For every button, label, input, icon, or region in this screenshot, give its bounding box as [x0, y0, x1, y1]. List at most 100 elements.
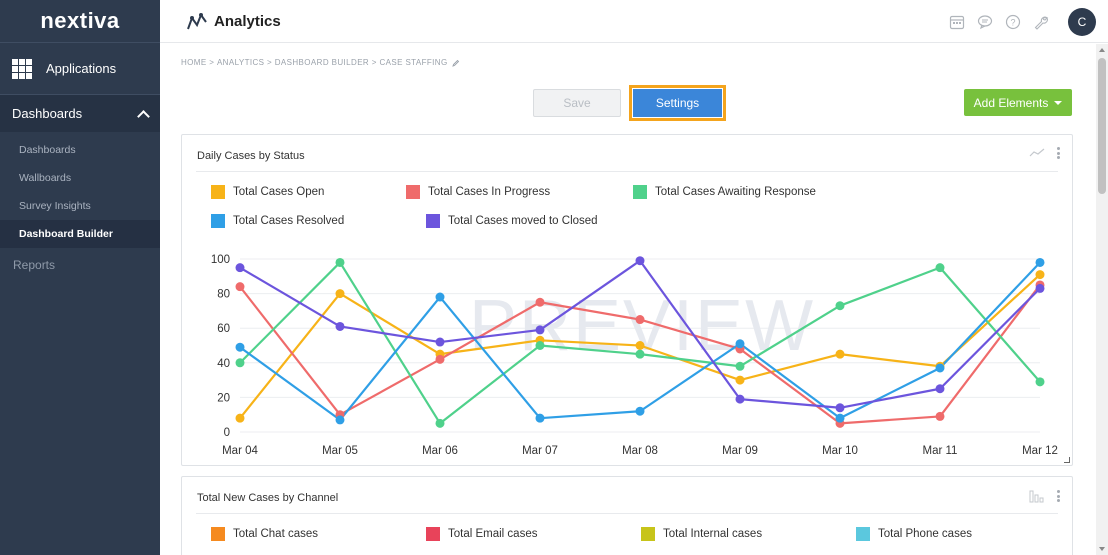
legend-item[interactable]: Total Internal cases	[641, 527, 762, 541]
bar-chart-type-icon[interactable]	[1029, 489, 1045, 503]
legend-item[interactable]: Total Cases Open	[211, 185, 324, 199]
wrench-icon[interactable]	[1032, 13, 1050, 31]
card-actions	[1029, 147, 1060, 159]
card-actions	[1029, 489, 1060, 503]
data-point	[735, 375, 745, 385]
y-tick-label: 100	[211, 254, 230, 266]
data-point	[535, 341, 545, 350]
svg-text:?: ?	[1010, 18, 1015, 28]
card-menu-icon[interactable]	[1057, 147, 1060, 159]
dashboards-section-toggle[interactable]: Dashboards	[0, 95, 160, 132]
data-point	[435, 337, 445, 347]
card-divider	[196, 513, 1058, 514]
legend-label: Total Phone cases	[878, 528, 972, 540]
vertical-scrollbar[interactable]	[1096, 44, 1108, 555]
breadcrumb-separator: >	[206, 58, 217, 67]
applications-button[interactable]: Applications	[0, 43, 160, 95]
x-tick-label: Mar 09	[722, 445, 758, 457]
sidebar-item-survey-insights[interactable]: Survey Insights	[19, 200, 91, 212]
legend-label: Total Cases moved to Closed	[448, 215, 598, 227]
line-chart-type-icon[interactable]	[1029, 148, 1045, 158]
scroll-thumb[interactable]	[1098, 58, 1106, 194]
breadcrumb-separator: >	[369, 58, 380, 67]
caret-down-icon	[1054, 100, 1063, 105]
x-tick-label: Mar 04	[222, 445, 258, 457]
data-point	[735, 361, 745, 371]
legend-item[interactable]: Total Cases Awaiting Response	[633, 185, 816, 199]
legend-label: Total Internal cases	[663, 528, 763, 540]
data-point	[835, 301, 845, 311]
data-point	[335, 415, 345, 425]
card-title: Daily Cases by Status	[197, 150, 305, 162]
apps-grid-icon	[12, 58, 32, 79]
data-point	[435, 354, 445, 364]
add-elements-label: Add Elements	[973, 95, 1049, 110]
user-avatar[interactable]: C	[1068, 8, 1096, 36]
data-point	[535, 413, 545, 423]
card-title: Total New Cases by Channel	[197, 492, 339, 504]
scroll-down-arrow-icon[interactable]	[1099, 547, 1105, 551]
x-tick-label: Mar 06	[422, 445, 458, 457]
x-tick-label: Mar 12	[1022, 445, 1058, 457]
top-header: Analytics ? C	[160, 0, 1108, 43]
data-point	[235, 358, 245, 368]
chevron-up-icon	[137, 109, 150, 123]
logo-area: nextiva	[0, 0, 160, 43]
add-elements-button[interactable]: Add Elements	[964, 89, 1072, 116]
data-point	[635, 406, 645, 416]
legend-item[interactable]: Total Cases moved to Closed	[426, 214, 598, 228]
breadcrumb-case-staffing: CASE STAFFING	[379, 58, 448, 67]
data-point	[735, 339, 745, 349]
data-point	[235, 263, 245, 273]
sidebar-item-wallboards[interactable]: Wallboards	[19, 172, 72, 184]
chat-icon[interactable]	[976, 13, 994, 31]
y-tick-label: 60	[217, 323, 230, 335]
data-point	[335, 321, 345, 331]
card-divider	[196, 171, 1058, 172]
nextiva-logo[interactable]: nextiva	[40, 8, 120, 33]
breadcrumb-dashboard-builder[interactable]: DASHBOARD BUILDER	[274, 58, 370, 67]
breadcrumb-analytics[interactable]: ANALYTICS	[216, 58, 265, 67]
sidebar-item-dashboard-builder[interactable]: Dashboard Builder	[0, 220, 160, 248]
save-button[interactable]: Save	[533, 89, 621, 117]
data-point	[535, 325, 545, 335]
line-chart: 0 20 40 60 80 100 Mar 04 Mar 05 Mar 06 Mar 07 Mar …	[211, 254, 1058, 457]
data-point	[335, 289, 345, 299]
help-icon[interactable]: ?	[1004, 13, 1022, 31]
data-point	[735, 394, 745, 404]
data-point	[435, 418, 445, 428]
header-actions: ? C	[938, 8, 1096, 36]
legend-item[interactable]: Total Cases Resolved	[211, 214, 344, 228]
legend-item[interactable]: Total Chat cases	[211, 527, 318, 541]
data-point	[935, 411, 945, 421]
settings-button[interactable]: Settings	[633, 89, 722, 117]
legend-label: Total Chat cases	[233, 528, 319, 540]
applications-label: Applications	[46, 61, 117, 76]
data-point	[635, 315, 645, 325]
sidebar: nextiva Applications Dashboards Dashboar…	[0, 0, 160, 555]
data-point	[235, 413, 245, 423]
legend-swatch	[426, 527, 440, 541]
data-point	[1035, 283, 1045, 293]
sidebar-item-dashboards[interactable]: Dashboards	[19, 144, 76, 156]
dashboards-section-label: Dashboards	[12, 106, 83, 121]
data-point	[335, 257, 345, 267]
legend-swatch	[211, 527, 225, 541]
calendar-icon[interactable]	[948, 13, 966, 31]
sidebar-item-reports[interactable]: Reports	[13, 258, 56, 272]
card-menu-icon[interactable]	[1057, 490, 1060, 502]
data-point	[835, 403, 845, 413]
breadcrumb-home[interactable]: HOME	[181, 58, 207, 67]
legend-item[interactable]: Total Phone cases	[856, 527, 972, 541]
data-point	[835, 349, 845, 359]
breadcrumb: HOME > ANALYTICS > DASHBOARD BUILDER > C…	[181, 58, 460, 67]
data-point	[1035, 377, 1045, 387]
legend-item[interactable]: Total Email cases	[426, 527, 537, 541]
scroll-up-arrow-icon[interactable]	[1099, 48, 1105, 52]
legend-label: Total Cases Resolved	[233, 215, 345, 227]
legend-swatch	[641, 527, 655, 541]
data-point	[935, 363, 945, 373]
resize-handle[interactable]	[1064, 457, 1070, 463]
edit-pencil-icon[interactable]	[451, 59, 460, 67]
legend-item[interactable]: Total Cases In Progress	[406, 185, 550, 199]
